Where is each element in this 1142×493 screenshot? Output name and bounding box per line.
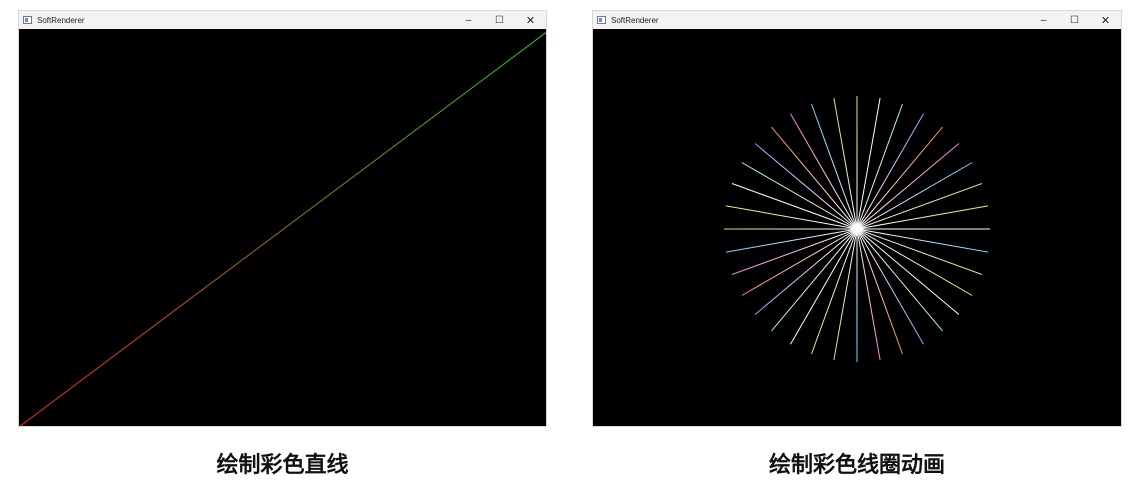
circle-center	[854, 226, 860, 232]
circle-spoke	[731, 228, 858, 275]
circle-spoke	[811, 103, 858, 230]
circle-spoke	[856, 228, 983, 275]
circle-spoke	[856, 228, 903, 355]
circle-spoke	[856, 228, 973, 296]
circle-spoke	[856, 162, 973, 230]
caption-colored-line: 绘制彩色直线	[216, 453, 349, 478]
window-titlebar[interactable]: SoftRenderer – ☐ ✕	[19, 11, 546, 29]
close-button[interactable]: ✕	[1100, 14, 1111, 27]
circle-spoke	[833, 97, 858, 230]
minimize-button[interactable]: –	[465, 14, 472, 26]
window-title: SoftRenderer	[611, 15, 659, 25]
softrenderer-window-line: SoftRenderer – ☐ ✕	[18, 10, 547, 427]
circle-spoke	[856, 113, 924, 230]
app-window-icon	[23, 16, 32, 24]
line-circle-render	[724, 96, 990, 362]
circle-spoke	[856, 103, 903, 230]
circle-spoke	[856, 228, 960, 315]
circle-spoke	[856, 183, 983, 230]
window-title: SoftRenderer	[37, 15, 85, 25]
circle-spoke	[731, 183, 858, 230]
caption-line-circle-animation: 绘制彩色线圈动画	[768, 453, 945, 478]
circle-spoke	[856, 228, 924, 345]
minimize-button[interactable]: –	[1040, 14, 1047, 26]
render-canvas	[19, 29, 546, 426]
circle-spoke	[754, 143, 858, 230]
maximize-button[interactable]: ☐	[495, 14, 504, 26]
softrenderer-window-circle: SoftRenderer – ☐ ✕	[592, 10, 1122, 427]
circle-spoke	[741, 228, 858, 296]
circle-spoke	[856, 228, 881, 361]
circle-spoke	[833, 228, 858, 361]
colored-line-render	[19, 31, 546, 426]
circle-spoke	[754, 228, 858, 315]
circle-spoke	[741, 162, 858, 230]
circle-spoke	[856, 228, 943, 332]
circle-spoke	[725, 228, 858, 253]
circle-spoke	[856, 97, 881, 230]
app-window-icon	[597, 16, 606, 24]
circle-spoke	[856, 205, 989, 230]
render-canvas	[593, 29, 1121, 426]
window-titlebar[interactable]: SoftRenderer – ☐ ✕	[593, 11, 1121, 29]
circle-spoke	[725, 205, 858, 230]
circle-spoke	[771, 228, 858, 332]
circle-spoke	[771, 126, 858, 230]
circle-spoke	[856, 228, 989, 253]
close-button[interactable]: ✕	[525, 14, 536, 27]
maximize-button[interactable]: ☐	[1070, 14, 1079, 26]
circle-spoke	[811, 228, 858, 355]
circle-spoke	[856, 143, 960, 230]
circle-spoke	[790, 228, 858, 345]
gradient-line	[19, 31, 546, 426]
circle-spoke	[856, 126, 943, 230]
circle-spoke	[790, 113, 858, 230]
